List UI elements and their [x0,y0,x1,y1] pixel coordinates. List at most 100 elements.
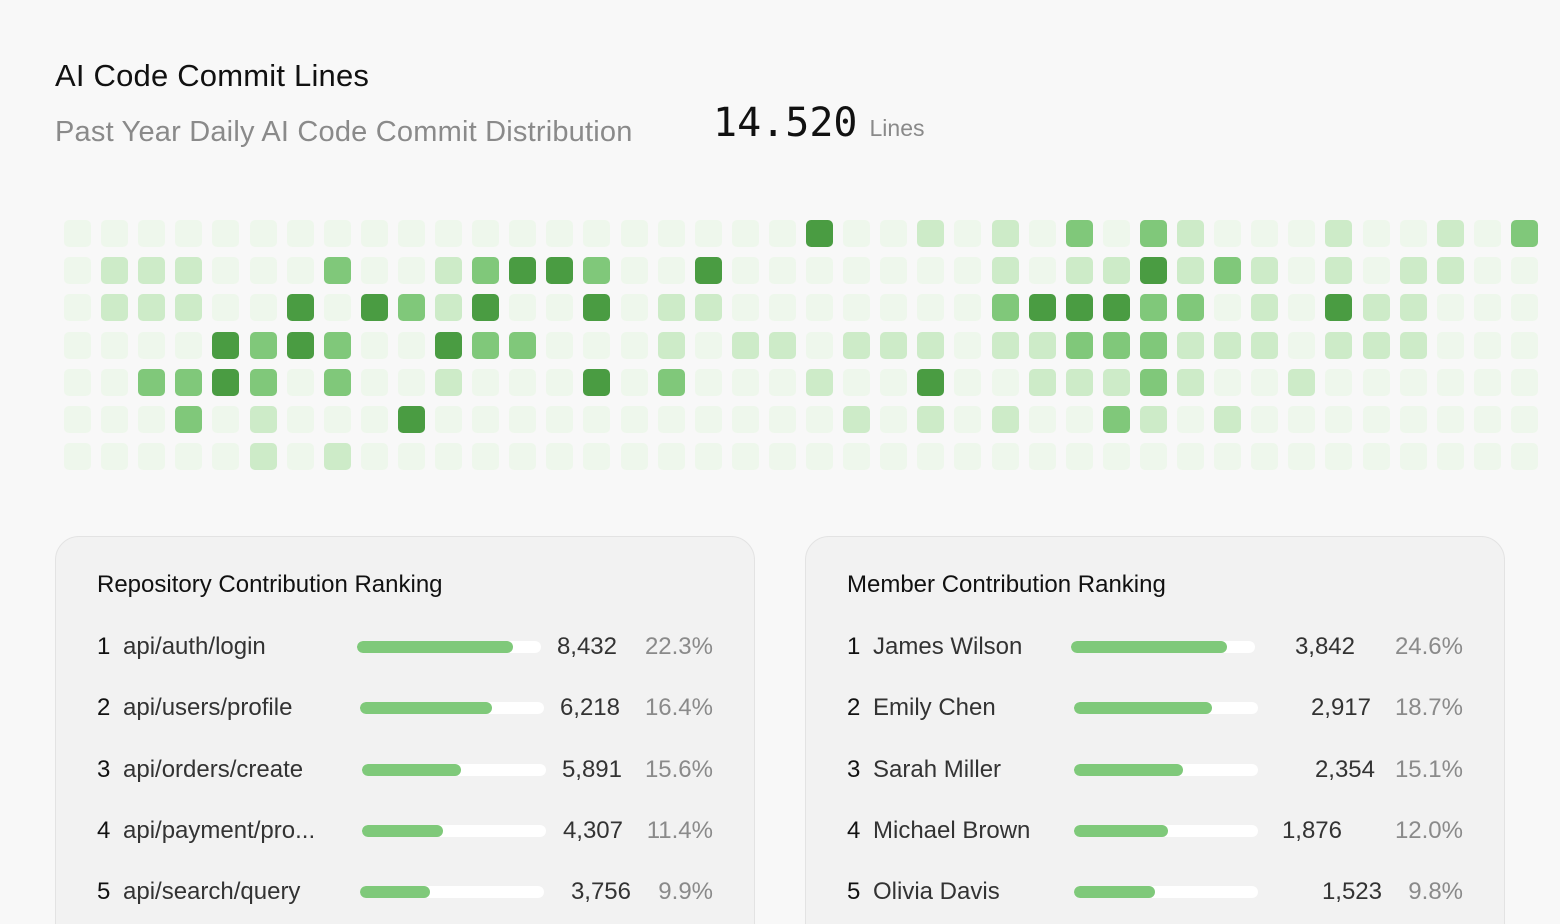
heatmap-cell[interactable] [1065,406,1093,433]
heatmap-cell[interactable] [1139,257,1167,285]
heatmap-cell[interactable] [323,443,351,471]
heatmap-cell[interactable] [175,406,203,433]
heatmap-cell[interactable] [1325,294,1353,322]
heatmap-cell[interactable] [212,331,240,359]
heatmap-cell[interactable] [64,257,91,285]
heatmap-cell[interactable] [1510,294,1538,322]
heatmap-cell[interactable] [731,406,759,433]
heatmap-cell[interactable] [175,443,203,471]
heatmap-cell[interactable] [1102,257,1130,285]
heatmap-cell[interactable] [880,331,908,359]
heatmap-cell[interactable] [1362,368,1390,396]
heatmap-cell[interactable] [323,257,351,285]
heatmap-cell[interactable] [1065,368,1093,396]
heatmap-cell[interactable] [323,220,351,247]
heatmap-cell[interactable] [1362,406,1390,433]
heatmap-cell[interactable] [435,220,462,247]
heatmap-cell[interactable] [212,257,240,285]
heatmap-cell[interactable] [1177,443,1204,471]
heatmap-cell[interactable] [249,368,277,396]
heatmap-cell[interactable] [768,220,796,247]
heatmap-cell[interactable] [768,443,796,471]
heatmap-cell[interactable] [138,220,166,247]
heatmap-cell[interactable] [1139,443,1167,471]
heatmap-cell[interactable] [360,257,388,285]
heatmap-cell[interactable] [249,443,277,471]
heatmap-cell[interactable] [1288,220,1316,247]
heatmap-cell[interactable] [435,294,462,322]
repository-row[interactable]: 3 api/orders/create 5,891 15.6% [97,750,717,790]
heatmap-cell[interactable] [64,443,91,471]
heatmap-cell[interactable] [138,368,166,396]
heatmap-cell[interactable] [138,406,166,433]
heatmap-cell[interactable] [1436,406,1464,433]
heatmap-cell[interactable] [620,368,648,396]
heatmap-cell[interactable] [657,443,685,471]
heatmap-cell[interactable] [509,368,537,396]
heatmap-cell[interactable] [175,331,203,359]
heatmap-cell[interactable] [1065,331,1093,359]
heatmap-cell[interactable] [843,257,871,285]
heatmap-cell[interactable] [991,368,1019,396]
heatmap-cell[interactable] [806,443,833,471]
heatmap-cell[interactable] [917,331,945,359]
heatmap-cell[interactable] [657,406,685,433]
heatmap-cell[interactable] [138,443,166,471]
heatmap-cell[interactable] [1139,220,1167,247]
heatmap-cell[interactable] [546,220,574,247]
heatmap-cell[interactable] [1177,220,1204,247]
member-row[interactable]: 4 Michael Brown 1,876 12.0% [847,811,1467,851]
heatmap-cell[interactable] [1325,443,1353,471]
heatmap-cell[interactable] [768,331,796,359]
heatmap-cell[interactable] [954,220,982,247]
heatmap-cell[interactable] [1065,294,1093,322]
heatmap-cell[interactable] [249,257,277,285]
heatmap-cell[interactable] [1214,257,1242,285]
heatmap-cell[interactable] [991,220,1019,247]
heatmap-cell[interactable] [1102,331,1130,359]
heatmap-cell[interactable] [1436,368,1464,396]
heatmap-cell[interactable] [360,443,388,471]
heatmap-cell[interactable] [509,443,537,471]
heatmap-cell[interactable] [175,294,203,322]
repository-row[interactable]: 1 api/auth/login 8,432 22.3% [97,627,717,667]
repository-row[interactable]: 2 api/users/profile 6,218 16.4% [97,688,717,728]
heatmap-cell[interactable] [1251,220,1279,247]
heatmap-cell[interactable] [360,220,388,247]
heatmap-cell[interactable] [286,331,314,359]
heatmap-cell[interactable] [954,406,982,433]
heatmap-cell[interactable] [286,406,314,433]
heatmap-cell[interactable] [583,331,611,359]
heatmap-cell[interactable] [249,406,277,433]
heatmap-cell[interactable] [1473,257,1501,285]
heatmap-cell[interactable] [620,220,648,247]
heatmap-cell[interactable] [620,257,648,285]
heatmap-cell[interactable] [880,257,908,285]
heatmap-cell[interactable] [991,443,1019,471]
heatmap-cell[interactable] [1325,220,1353,247]
heatmap-cell[interactable] [1510,443,1538,471]
heatmap-cell[interactable] [843,220,871,247]
heatmap-cell[interactable] [472,406,500,433]
heatmap-cell[interactable] [509,294,537,322]
heatmap-cell[interactable] [101,294,129,322]
heatmap-cell[interactable] [731,220,759,247]
heatmap-cell[interactable] [64,331,91,359]
heatmap-cell[interactable] [583,406,611,433]
heatmap-cell[interactable] [1139,331,1167,359]
heatmap-cell[interactable] [138,257,166,285]
heatmap-cell[interactable] [1214,331,1242,359]
heatmap-cell[interactable] [991,294,1019,322]
heatmap-cell[interactable] [397,294,425,322]
heatmap-cell[interactable] [1288,331,1316,359]
heatmap-cell[interactable] [1510,406,1538,433]
heatmap-cell[interactable] [806,294,833,322]
heatmap-cell[interactable] [212,220,240,247]
heatmap-cell[interactable] [1102,406,1130,433]
heatmap-cell[interactable] [546,443,574,471]
heatmap-cell[interactable] [843,443,871,471]
heatmap-cell[interactable] [1473,368,1501,396]
heatmap-cell[interactable] [472,257,500,285]
heatmap-cell[interactable] [768,257,796,285]
heatmap-cell[interactable] [1214,406,1242,433]
